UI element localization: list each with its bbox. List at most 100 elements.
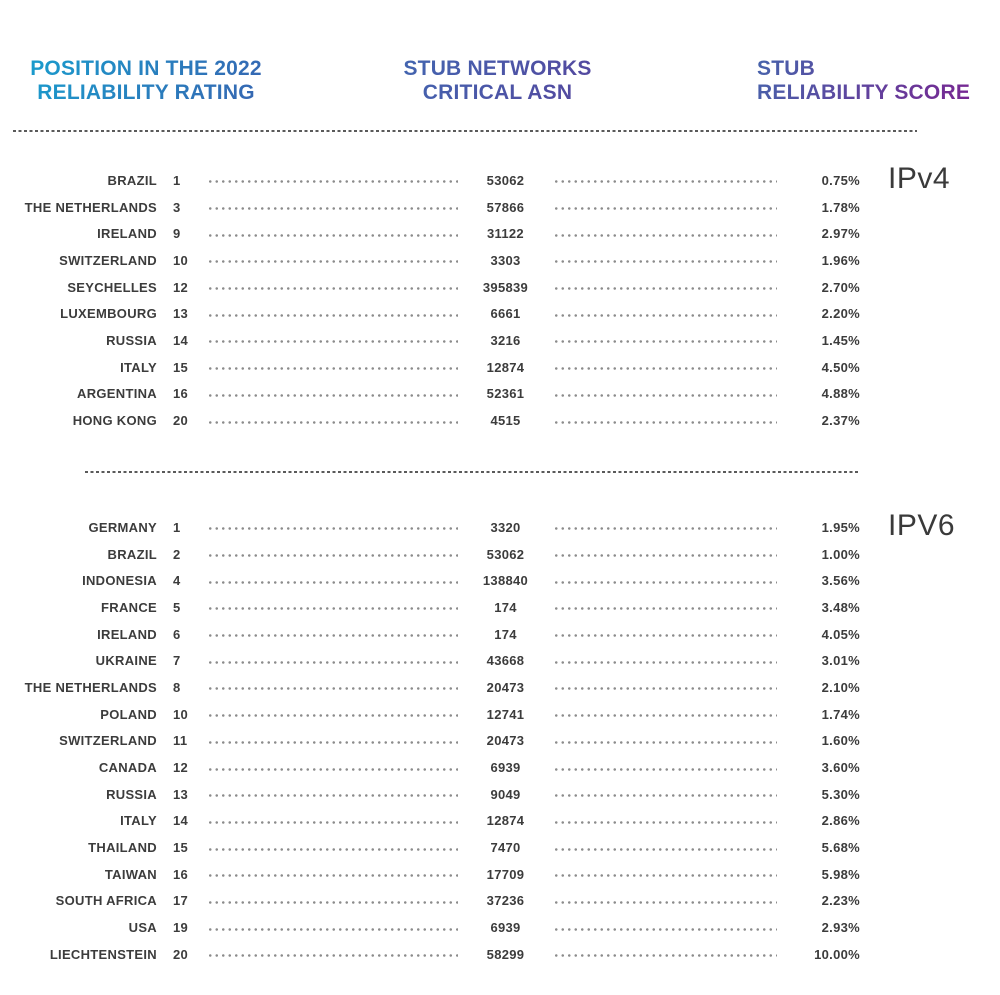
table-row: ARGENTINA 16 52361 4.88%	[0, 381, 1000, 408]
country-label: IRELAND	[97, 626, 157, 642]
dotted-leader	[553, 820, 777, 824]
rank-value: 14	[173, 813, 189, 829]
dotted-leader	[553, 954, 777, 958]
table-row: SWITZERLAND 11 20473 1.60%	[0, 728, 1000, 755]
dotted-leader	[207, 420, 458, 424]
table-row: SWITZERLAND 10 3303 1.96%	[0, 247, 1000, 274]
score-value: 2.20%	[821, 306, 860, 322]
dotted-leader	[553, 714, 777, 718]
rank-value: 10	[173, 706, 189, 722]
dotted-leader	[553, 233, 777, 237]
rank-value: 8	[173, 679, 181, 695]
country-label: BRAZIL	[107, 172, 157, 188]
dotted-leader	[553, 367, 777, 371]
asn-value: 53062	[486, 172, 525, 188]
table-row: INDONESIA 4 138840 3.56%	[0, 567, 1000, 594]
column-header-line: RELIABILITY SCORE	[757, 80, 971, 104]
country-label: SWITZERLAND	[59, 252, 157, 268]
country-label: ITALY	[120, 813, 157, 829]
country-label: ARGENTINA	[77, 386, 157, 402]
table-row: LUXEMBOURG 13 6661 2.20%	[0, 300, 1000, 327]
country-label: HONG KONG	[72, 413, 157, 429]
country-label: ITALY	[120, 359, 157, 375]
score-value: 4.50%	[821, 359, 860, 375]
table-row: UKRAINE 7 43668 3.01%	[0, 647, 1000, 674]
score-value: 4.88%	[821, 386, 860, 402]
dotted-leader	[207, 260, 458, 264]
column-header-score: STUB RELIABILITY SCORE	[757, 57, 1000, 104]
column-header-line: CRITICAL ASN	[422, 80, 573, 104]
table-row: THAILAND 15 7470 5.68%	[0, 834, 1000, 861]
asn-value: 58299	[486, 946, 525, 962]
asn-value: 52361	[486, 386, 525, 402]
dotted-leader	[207, 580, 458, 584]
dotted-leader	[553, 393, 777, 397]
asn-value: 12741	[486, 706, 525, 722]
rank-value: 20	[173, 413, 189, 429]
dotted-leader	[553, 634, 777, 638]
country-label: USA	[128, 920, 157, 936]
asn-value: 395839	[482, 279, 529, 295]
score-value: 2.97%	[821, 226, 860, 242]
dotted-leader	[207, 900, 458, 904]
dotted-leader	[553, 607, 777, 611]
dotted-leader	[207, 207, 458, 211]
column-header-position: POSITION IN THE 2022 RELIABILITY RATING	[0, 57, 292, 104]
section-label-ipv4: IPv4	[888, 162, 951, 195]
rank-value: 1	[173, 519, 181, 535]
dotted-leader	[207, 527, 458, 531]
rank-value: 7	[173, 653, 181, 669]
table-row: ITALY 15 12874 4.50%	[0, 354, 1000, 381]
rank-value: 1	[173, 172, 181, 188]
column-header-line: STUB NETWORKS	[403, 57, 592, 80]
dotted-leader	[553, 847, 777, 851]
asn-value: 6661	[490, 306, 521, 322]
country-label: SEYCHELLES	[67, 279, 157, 295]
column-header-asn: STUB NETWORKS CRITICAL ASN	[355, 57, 640, 104]
dotted-leader	[207, 847, 458, 851]
rank-value: 15	[173, 840, 189, 856]
dotted-leader	[207, 714, 458, 718]
dotted-leader	[207, 740, 458, 744]
table-row: THE NETHERLANDS 8 20473 2.10%	[0, 674, 1000, 701]
table-row: ITALY 14 12874 2.86%	[0, 808, 1000, 835]
asn-value: 53062	[486, 546, 525, 562]
dotted-leader	[553, 874, 777, 878]
rank-value: 2	[173, 546, 181, 562]
score-value: 1.95%	[821, 519, 860, 535]
rank-value: 13	[173, 306, 189, 322]
dotted-leader	[553, 287, 777, 291]
rank-value: 19	[173, 920, 189, 936]
country-label: THE NETHERLANDS	[24, 199, 157, 215]
dotted-leader	[207, 874, 458, 878]
country-label: FRANCE	[101, 599, 157, 615]
dotted-leader	[207, 287, 458, 291]
asn-value: 3216	[490, 332, 521, 348]
asn-value: 17709	[486, 866, 525, 882]
rank-value: 13	[173, 786, 189, 802]
rank-value: 9	[173, 226, 181, 242]
dotted-leader	[553, 740, 777, 744]
country-label: IRELAND	[97, 226, 157, 242]
table-row: POLAND 10 12741 1.74%	[0, 701, 1000, 728]
dotted-leader	[553, 260, 777, 264]
column-header-line: POSITION IN THE 2022	[30, 57, 262, 80]
asn-value: 12874	[486, 359, 525, 375]
asn-value: 138840	[482, 573, 529, 589]
asn-value: 9049	[490, 786, 521, 802]
asn-value: 43668	[486, 653, 525, 669]
score-value: 4.05%	[821, 626, 860, 642]
table-row: BRAZIL 1 53062 0.75%	[0, 167, 1000, 194]
column-header-line: STUB	[757, 57, 815, 80]
dotted-leader	[553, 580, 777, 584]
table-row: USA 19 6939 2.93%	[0, 914, 1000, 941]
score-value: 5.68%	[821, 840, 860, 856]
table-row: SEYCHELLES 12 395839 2.70%	[0, 274, 1000, 301]
asn-value: 12874	[486, 813, 525, 829]
dotted-leader	[207, 393, 458, 397]
country-label: BRAZIL	[107, 546, 157, 562]
country-label: CANADA	[98, 760, 157, 776]
dotted-leader	[553, 687, 777, 691]
asn-value: 174	[494, 599, 517, 615]
dotted-leader	[553, 660, 777, 664]
